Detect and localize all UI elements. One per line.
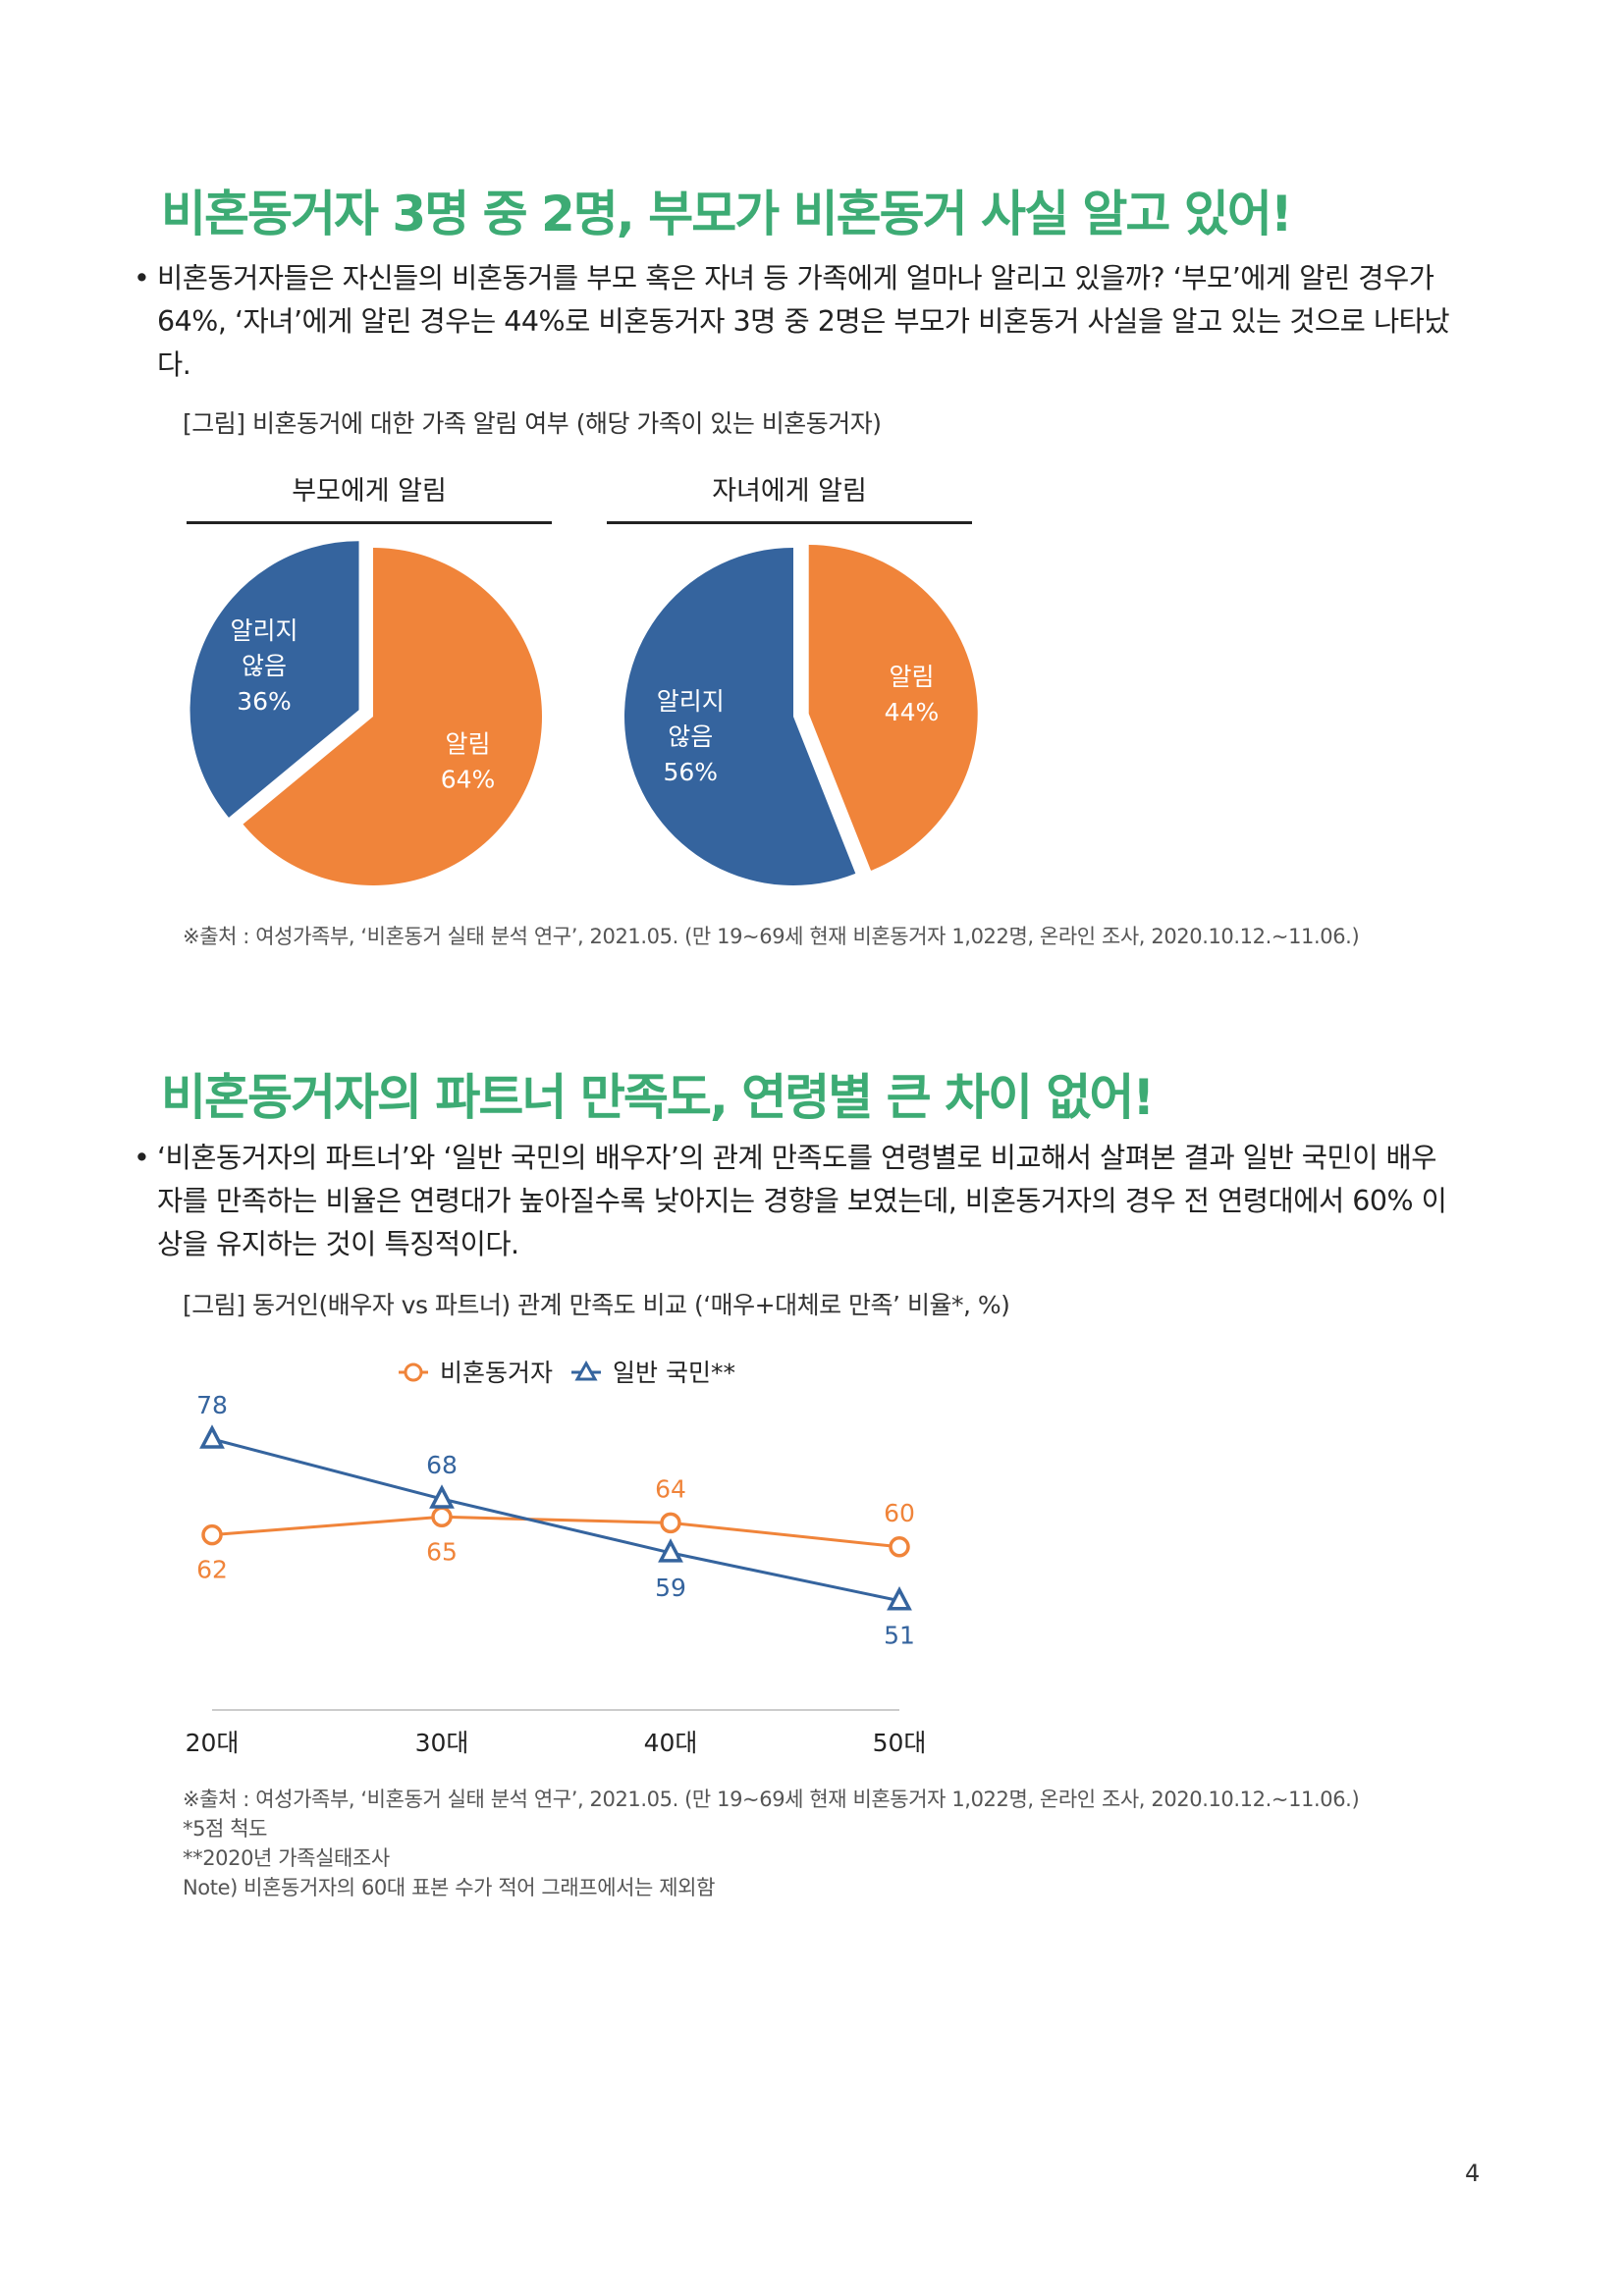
title-underline: [187, 521, 552, 524]
legend-item: 일반 국민**: [571, 1359, 735, 1387]
legend-marker-triangle: [574, 1360, 598, 1381]
series-line: [211, 1437, 900, 1603]
pie-slice: [243, 548, 542, 885]
legend-label: 일반 국민**: [613, 1359, 735, 1387]
pie-slice-label: 않음: [668, 722, 713, 751]
paragraph-line: 64%, ‘자녀’에게 알린 경우는 44%로 비혼동거자 3명 중 2명은 부…: [157, 305, 1450, 338]
figure-caption: [그림] 동거인(배우자 vs 파트너) 관계 만족도 비교 (‘매우+대체로 …: [183, 1291, 1010, 1319]
section2-title: 비혼동거자의 파트너 만족도, 연령별 큰 차이 없어!: [161, 1069, 1155, 1126]
legend-marker-circle: [404, 1362, 423, 1382]
pie-slice-label: 알림: [445, 729, 490, 758]
pie-chart-parents: 부모에게 알림: [187, 469, 552, 524]
chart-notes: ※출처 : 여성가족부, ‘비혼동거 실태 분석 연구’, 2021.05. (…: [183, 1785, 1360, 1902]
data-point-triangle: [887, 1585, 912, 1611]
paragraph-line: 다.: [157, 348, 191, 381]
title-underline: [607, 521, 972, 524]
data-label: 59: [655, 1574, 686, 1602]
data-label: 51: [884, 1622, 915, 1650]
section1-paragraph: • 비혼동거자들은 자신들의 비혼동거를 부모 혹은 자녀 등 가족에게 얼마나…: [134, 257, 1478, 387]
x-tick-label: 20대: [186, 1729, 240, 1757]
source-note: ※출처 : 여성가족부, ‘비혼동거 실태 분석 연구’, 2021.05. (…: [183, 1788, 1360, 1811]
footnote: *5점 척도: [183, 1817, 268, 1841]
section2-paragraph: • ‘비혼동거자의 파트너’와 ‘일반 국민의 배우자’의 관계 만족도를 연령…: [134, 1137, 1478, 1266]
legend-label: 비혼동거자: [440, 1359, 553, 1387]
line-chart-satisfaction: 비혼동거자 일반 국민** 20대 30대 40대 50대 62 65 64 60 78 68 59 51: [186, 1359, 927, 1757]
series-line: [211, 1515, 900, 1549]
data-label: 64: [655, 1474, 686, 1503]
data-label: 62: [196, 1556, 228, 1584]
pie-slice: [189, 541, 359, 818]
data-label: 60: [884, 1499, 915, 1527]
paragraph-line: ‘비혼동거자의 파트너’와 ‘일반 국민의 배우자’의 관계 만족도를 연령별로…: [157, 1142, 1436, 1174]
data-point-triangle: [199, 1424, 225, 1449]
x-tick-label: 30대: [415, 1729, 469, 1757]
data-point-circle: [660, 1512, 681, 1534]
pie-slice-label: 않음: [242, 652, 287, 680]
paragraph-line: 비혼동거자들은 자신들의 비혼동거를 부모 혹은 자녀 등 가족에게 얼마나 알…: [157, 262, 1434, 294]
bullet-marker: •: [134, 1142, 150, 1174]
x-tick-label: 50대: [873, 1729, 927, 1757]
data-label: 78: [196, 1391, 228, 1419]
x-tick-label: 40대: [644, 1729, 698, 1757]
pie-slice: [624, 548, 856, 885]
pie-value-label: 64%: [441, 765, 496, 793]
bullet-marker: •: [134, 262, 150, 294]
data-point-triangle: [658, 1538, 683, 1563]
data-point-circle: [889, 1536, 910, 1558]
data-label: 68: [426, 1451, 458, 1479]
paragraph-line: 상을 유지하는 것이 특징적이다.: [157, 1228, 519, 1260]
pie-value-label: 44%: [885, 698, 940, 726]
data-point-triangle: [429, 1484, 455, 1509]
pie-value-label: 56%: [663, 758, 718, 786]
page-number: 4: [1465, 2160, 1481, 2187]
pie-title: 부모에게 알림: [292, 476, 447, 507]
pie-value-label: 36%: [237, 687, 292, 716]
pie-slice: [808, 545, 978, 871]
footnote: **2020년 가족실태조사: [183, 1846, 390, 1870]
section1-title: 비혼동거자 3명 중 2명, 부모가 비혼동거 사실 알고 있어!: [161, 186, 1293, 242]
data-label: 65: [426, 1537, 458, 1566]
paragraph-line: 자를 만족하는 비율은 연령대가 높아질수록 낮아지는 경향을 보였는데, 비혼…: [157, 1185, 1447, 1217]
source-note: ※출처 : 여성가족부, ‘비혼동거 실태 분석 연구’, 2021.05. (…: [183, 925, 1360, 948]
data-point-circle: [431, 1506, 453, 1528]
pie-title: 자녀에게 알림: [712, 476, 867, 507]
footnote: Note) 비혼동거자의 60대 표본 수가 적어 그래프에서는 제외함: [183, 1876, 715, 1899]
data-point-circle: [201, 1523, 223, 1546]
pie-slice-label: 알림: [889, 663, 934, 691]
pie-slice-label: 알리지: [231, 616, 298, 645]
figure-caption: [그림] 비혼동거에 대한 가족 알림 여부 (해당 가족이 있는 비혼동거자): [183, 409, 882, 438]
legend-item: 비혼동거자: [399, 1359, 553, 1387]
pie-chart-children: 자녀에게 알림: [607, 469, 972, 524]
pie-slice-label: 알리지: [657, 687, 725, 716]
